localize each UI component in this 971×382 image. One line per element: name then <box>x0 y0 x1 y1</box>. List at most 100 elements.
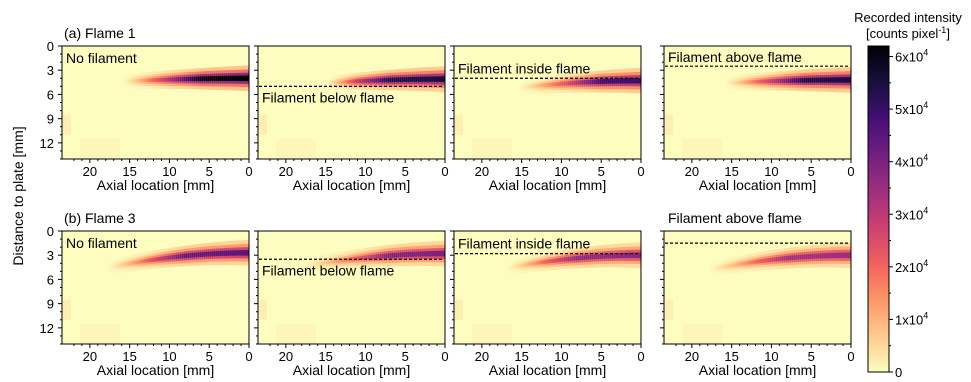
flame-cell <box>585 255 588 260</box>
flame-cell <box>765 258 769 263</box>
colorbar-tick-label: 4x104 <box>895 153 928 170</box>
flame-cell <box>543 260 547 264</box>
flame-cell <box>185 76 188 82</box>
flame-cell <box>795 78 798 83</box>
flame-cell <box>201 252 204 257</box>
flame-cell <box>385 77 388 83</box>
flame-cell <box>305 264 309 268</box>
flame-cell <box>345 80 349 84</box>
flame-cell <box>109 265 113 269</box>
flame-cell <box>507 266 511 270</box>
flame-cell <box>755 259 759 264</box>
background-artifact <box>455 299 463 320</box>
flame-cell <box>819 253 822 259</box>
background-artifact <box>682 138 722 159</box>
x-tick-label: 10 <box>554 349 568 364</box>
flame-cell <box>815 77 818 83</box>
x-tick-label: 0 <box>637 349 644 364</box>
flame-cell <box>227 75 230 81</box>
heatmap-panel: Filament inside flame 20 15 10 5 0 Axial locat… <box>450 45 645 193</box>
flame-cell <box>587 254 590 260</box>
flame-cell <box>613 78 616 84</box>
flame-cell <box>243 75 246 82</box>
background-artifact <box>276 323 316 344</box>
flame-cell <box>529 84 533 89</box>
background-artifact <box>80 323 120 344</box>
flame-cell <box>175 254 178 260</box>
flame-cell <box>163 256 167 261</box>
flame-cell <box>441 76 444 82</box>
flame-cell <box>111 265 115 269</box>
flame-cell <box>789 78 792 83</box>
flame-cell <box>611 78 614 84</box>
row-title: (b) Flame 3 <box>64 210 136 226</box>
flame-cell <box>121 263 125 267</box>
flame-cell <box>515 264 519 268</box>
flame-cell <box>727 81 731 85</box>
flame-cell <box>583 80 586 85</box>
background-artifact <box>259 299 267 320</box>
flame-cell <box>119 263 123 267</box>
flame-cell <box>621 78 624 84</box>
flame-cell <box>605 78 608 84</box>
y-tick-label: 9 <box>47 112 54 127</box>
flame-cell <box>391 253 394 258</box>
flame-cell <box>609 78 612 84</box>
flame-cell <box>331 259 335 264</box>
flame-cell <box>203 76 206 82</box>
flame-cell <box>847 252 850 259</box>
flame-intensity <box>105 239 249 276</box>
flame-cell <box>407 77 410 82</box>
x-tick-label: 0 <box>847 164 854 179</box>
flame-cell <box>359 79 363 84</box>
x-tick-label: 20 <box>685 164 699 179</box>
flame-cell <box>751 80 755 84</box>
heatmap-panel: No filament 20 15 10 5 0 Axial location [mm] 0 3… <box>40 224 253 378</box>
x-tick-label: 10 <box>358 164 372 179</box>
flame-cell <box>239 75 242 82</box>
x-tick-label: 5 <box>402 164 409 179</box>
flame-cell <box>725 264 729 269</box>
flame-cell <box>325 81 329 85</box>
flame-cell <box>165 255 169 261</box>
heatmap-panel: Filament below flame 20 15 10 5 0 Axial locati… <box>254 230 449 378</box>
flame-cell <box>127 79 131 83</box>
flame-cell <box>361 79 365 84</box>
flame-cell <box>561 81 565 86</box>
flame-cell <box>329 260 333 264</box>
flame-cell <box>373 78 376 83</box>
flame-cell <box>137 79 141 83</box>
flame-cell <box>135 260 139 265</box>
x-tick-label: 15 <box>724 349 738 364</box>
flame-cell <box>335 259 339 263</box>
flame-cell <box>827 77 830 83</box>
flame-cell <box>237 75 240 82</box>
flame-cell <box>379 78 382 83</box>
flame-cell <box>113 264 117 269</box>
flame-cell <box>189 253 192 258</box>
flame-cell <box>623 78 626 84</box>
flame-cell <box>635 77 638 84</box>
flame-cell <box>339 258 343 263</box>
flame-cell <box>519 86 523 90</box>
flame-cell <box>233 75 236 82</box>
x-tick-label: 15 <box>514 349 528 364</box>
flame-cell <box>411 76 414 82</box>
flame-cell <box>439 250 442 257</box>
panel-label: Filament below flame <box>262 262 394 278</box>
flame-cell <box>801 254 804 260</box>
flame-cell <box>197 76 200 82</box>
flame-cell <box>127 262 131 266</box>
x-tick-label: 0 <box>441 164 448 179</box>
flame-cell <box>777 256 780 262</box>
flame-cell <box>159 256 163 261</box>
flame-cell <box>519 263 523 268</box>
flame-cell <box>215 76 218 82</box>
flame-cell <box>577 80 580 85</box>
flame-cell <box>429 76 432 82</box>
flame-cell <box>429 251 432 257</box>
x-axis-label: Axial location [mm] <box>293 362 410 378</box>
flame-cell <box>425 76 428 82</box>
flame-cell <box>435 76 438 82</box>
flame-cell <box>603 253 606 259</box>
